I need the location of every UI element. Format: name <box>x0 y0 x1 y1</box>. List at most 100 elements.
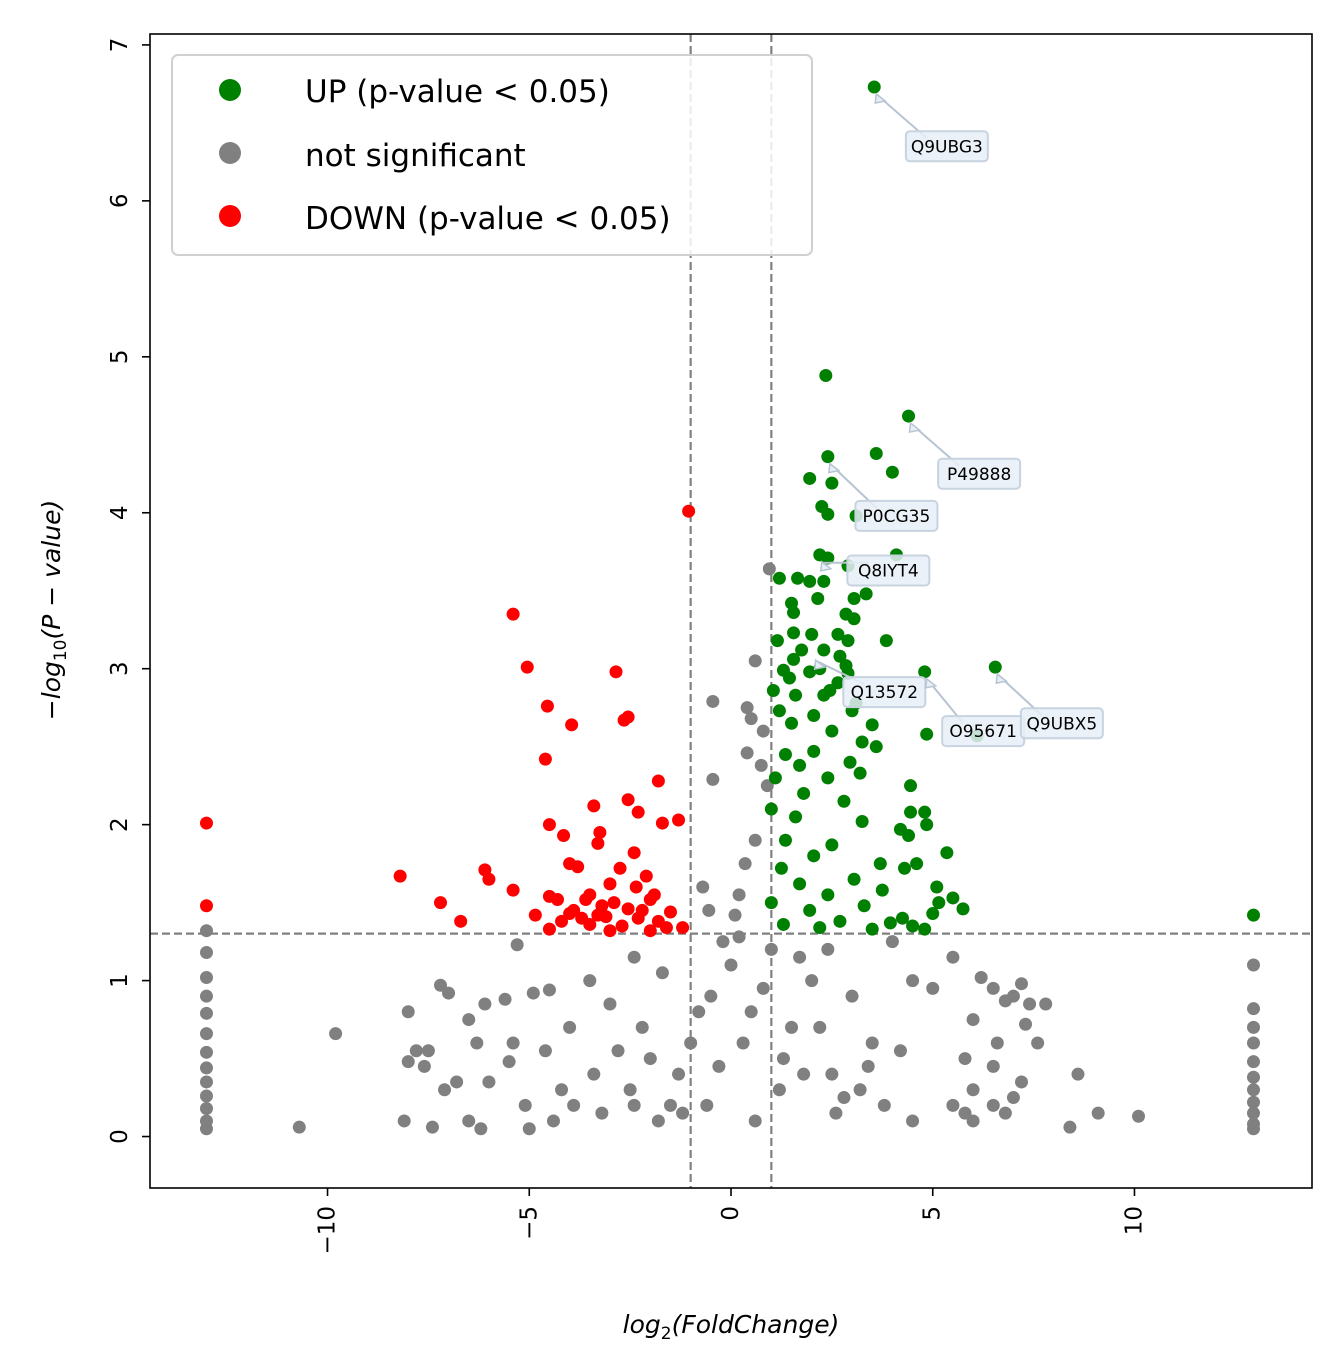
up-point <box>831 676 845 690</box>
down-point <box>635 903 649 917</box>
not-significant-point <box>555 1083 569 1097</box>
not-significant-point <box>651 1114 665 1128</box>
annotation-box <box>842 676 927 709</box>
up-point <box>772 571 786 585</box>
up-point <box>855 735 869 749</box>
up-point <box>825 724 839 738</box>
not-significant-point <box>736 1036 750 1050</box>
point-annotations: Q9UBG3 P49888 P0CG35 Q8IYT4 Q13572 O95671 Q9UB… <box>813 92 1104 748</box>
not-significant-point <box>199 989 213 1003</box>
up-point <box>817 574 831 588</box>
down-point <box>621 793 635 807</box>
down-point <box>199 816 213 830</box>
x-tick-label: 10 <box>1121 1206 1147 1235</box>
not-significant-point <box>785 1020 799 1034</box>
up-point <box>772 704 786 718</box>
not-significant-point <box>805 974 819 988</box>
up-point <box>764 896 778 910</box>
not-significant-point <box>748 833 762 847</box>
not-significant-point <box>199 1027 213 1041</box>
up-point <box>811 592 825 606</box>
not-significant-point <box>199 970 213 984</box>
not-significant-point <box>1031 1036 1045 1050</box>
down-point <box>454 914 468 928</box>
not-significant-point <box>877 1098 891 1112</box>
up-point <box>785 716 799 730</box>
up-point <box>821 771 835 785</box>
down-point <box>615 919 629 933</box>
not-significant-point <box>772 1083 786 1097</box>
annotation-box <box>1019 707 1104 740</box>
up-point <box>918 805 932 819</box>
annotation-arrowhead <box>813 658 827 671</box>
up-point <box>797 786 811 800</box>
not-significant-point <box>417 1059 431 1073</box>
down-point <box>587 799 601 813</box>
not-significant-point <box>829 1106 843 1120</box>
not-significant-point <box>793 950 807 964</box>
not-significant-point <box>1246 958 1260 972</box>
up-point <box>803 574 817 588</box>
up-point <box>841 634 855 648</box>
not-significant-point <box>611 1044 625 1058</box>
down-point <box>603 924 617 938</box>
not-significant-point <box>563 1020 577 1034</box>
x-tick-label: −10 <box>315 1206 341 1255</box>
not-significant-point <box>1006 1091 1020 1105</box>
not-significant-point <box>797 1067 811 1081</box>
up-point <box>956 902 970 916</box>
not-significant-point <box>663 1098 677 1112</box>
down-point <box>643 893 657 906</box>
up-point <box>793 877 807 891</box>
up-point <box>926 907 940 921</box>
down-point <box>643 924 657 938</box>
up-point <box>847 612 861 626</box>
up-point <box>833 649 847 663</box>
down-point <box>663 905 677 919</box>
up-point <box>869 740 883 754</box>
up-point <box>783 671 797 685</box>
not-significant-point <box>1246 1002 1260 1016</box>
not-significant-point <box>692 1005 706 1019</box>
not-significant-point <box>986 1059 1000 1073</box>
not-significant-point <box>434 978 447 992</box>
not-significant-point <box>635 1020 649 1034</box>
up-point <box>930 880 944 894</box>
not-significant-point <box>853 1083 867 1097</box>
up-point <box>774 861 788 875</box>
not-significant-point <box>1132 1109 1146 1123</box>
not-significant-point <box>583 974 597 988</box>
down-point <box>639 869 653 883</box>
not-significant-point <box>837 1091 851 1105</box>
up-point <box>940 846 954 860</box>
down-point <box>551 893 565 906</box>
down-point <box>583 888 597 902</box>
up-point <box>910 857 924 871</box>
not-significant-point <box>958 1052 972 1066</box>
legend-marker-up <box>219 79 241 101</box>
up-point <box>789 810 803 824</box>
not-significant-point <box>704 989 718 1003</box>
not-significant-point <box>462 1114 476 1128</box>
not-significant-point <box>292 1120 306 1134</box>
down-point <box>565 718 579 732</box>
up-point <box>789 688 803 702</box>
not-significant-point <box>199 1045 213 1059</box>
not-significant-point <box>865 1036 879 1050</box>
not-significant-point <box>825 1067 839 1081</box>
up-point <box>867 80 881 94</box>
up-point <box>821 888 835 902</box>
down-point <box>555 914 569 928</box>
down-point <box>651 914 665 928</box>
up-point <box>787 652 801 666</box>
down-point <box>621 902 635 916</box>
up-point <box>766 684 780 698</box>
not-significant-point <box>986 981 1000 995</box>
up-point <box>776 917 790 931</box>
up-point <box>831 627 845 641</box>
up-point <box>843 755 857 769</box>
not-significant-point <box>966 1083 980 1097</box>
down-point <box>609 665 623 679</box>
up-point <box>791 571 805 585</box>
not-significant-point <box>199 1101 213 1115</box>
